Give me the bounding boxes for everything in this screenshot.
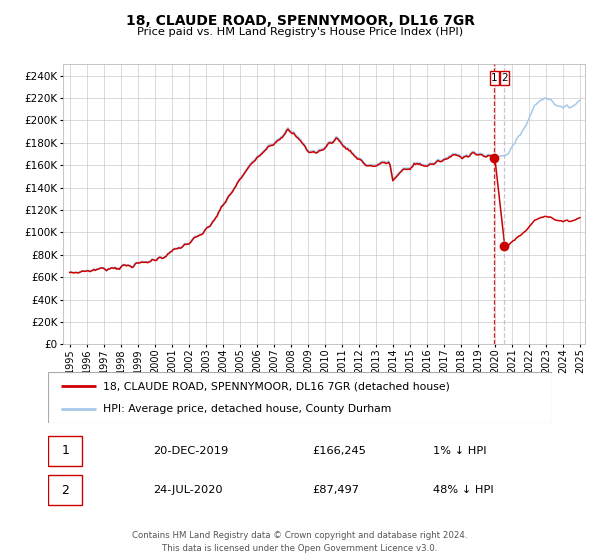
Text: 1: 1 [61, 444, 70, 458]
Text: Contains HM Land Registry data © Crown copyright and database right 2024.: Contains HM Land Registry data © Crown c… [132, 531, 468, 540]
Text: 2: 2 [61, 483, 70, 497]
Text: Price paid vs. HM Land Registry's House Price Index (HPI): Price paid vs. HM Land Registry's House … [137, 27, 463, 37]
Text: 18, CLAUDE ROAD, SPENNYMOOR, DL16 7GR: 18, CLAUDE ROAD, SPENNYMOOR, DL16 7GR [125, 14, 475, 28]
Text: £87,497: £87,497 [312, 485, 359, 495]
Text: 24-JUL-2020: 24-JUL-2020 [154, 485, 223, 495]
FancyBboxPatch shape [48, 475, 82, 505]
Text: 1% ↓ HPI: 1% ↓ HPI [433, 446, 487, 456]
FancyBboxPatch shape [490, 71, 499, 85]
FancyBboxPatch shape [48, 372, 552, 423]
FancyBboxPatch shape [48, 436, 82, 466]
Text: 48% ↓ HPI: 48% ↓ HPI [433, 485, 494, 495]
FancyBboxPatch shape [500, 71, 509, 85]
Text: This data is licensed under the Open Government Licence v3.0.: This data is licensed under the Open Gov… [163, 544, 437, 553]
Text: HPI: Average price, detached house, County Durham: HPI: Average price, detached house, Coun… [103, 404, 392, 414]
Text: 20-DEC-2019: 20-DEC-2019 [154, 446, 229, 456]
Text: 1: 1 [491, 73, 497, 83]
Text: £166,245: £166,245 [312, 446, 366, 456]
Text: 2: 2 [501, 73, 508, 83]
Text: 18, CLAUDE ROAD, SPENNYMOOR, DL16 7GR (detached house): 18, CLAUDE ROAD, SPENNYMOOR, DL16 7GR (d… [103, 381, 451, 391]
